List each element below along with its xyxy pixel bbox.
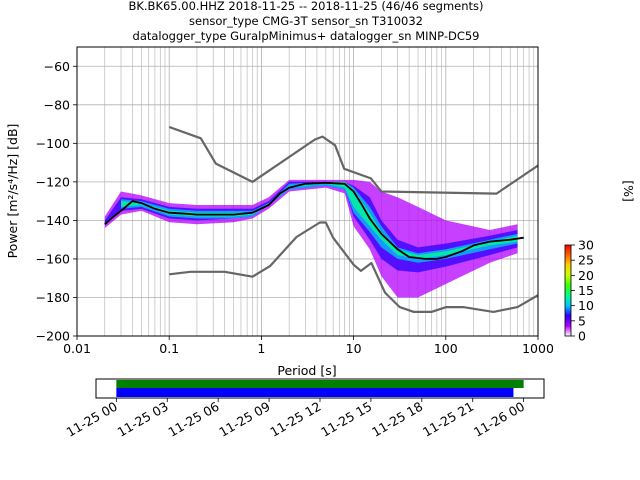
coverage-bar <box>116 380 524 388</box>
timeline-tick-label: 11-25 21 <box>420 399 476 440</box>
x-tick-label: 10 <box>346 341 362 356</box>
y-tick-label: −120 <box>36 174 70 189</box>
colorbar-tick-label: 0 <box>578 329 586 344</box>
colorbar-tick-label: 25 <box>578 253 594 268</box>
colorbar-tick-label: 20 <box>578 268 594 283</box>
timeline-tick-label: 11-25 06 <box>166 399 222 440</box>
noise-model-line <box>169 221 538 313</box>
ppsd-lines <box>104 125 538 313</box>
colorbar-gradient <box>564 244 572 337</box>
coverage-bar <box>116 388 514 397</box>
colorbar-tick-label: 15 <box>578 283 594 298</box>
timeline-tick-label: 11-25 18 <box>369 399 425 440</box>
ppsd-plot: 0.01 0.1 1 10 100 1000 −200 −180 −160 −140 −120 −1… <box>5 46 554 378</box>
x-tick-label: 100 <box>434 341 458 356</box>
y-axis-label: Power [m²/s⁴/Hz] [dB] <box>5 124 20 259</box>
timeline-tick-label: 11-25 12 <box>267 399 323 440</box>
colorbar-tick-label: 10 <box>578 298 594 313</box>
chart-title-line-3: datalogger_type GuralpMinimus+ datalogge… <box>133 29 480 43</box>
plot-frame <box>76 46 539 337</box>
y-tick-label: −140 <box>36 213 70 228</box>
y-tick-label: −60 <box>44 59 70 74</box>
x-axis-ticks: 0.01 0.1 1 10 100 1000 <box>63 336 554 356</box>
y-tick-label: −180 <box>36 290 70 305</box>
plot-area <box>77 47 538 336</box>
mean-psd-line <box>104 181 524 260</box>
y-tick-label: −80 <box>44 97 70 112</box>
timeline-tick-label: 11-25 03 <box>115 399 171 440</box>
x-tick-label: 1000 <box>522 341 554 356</box>
ppsd-heatmap <box>104 179 518 298</box>
y-axis-ticks: −200 −180 −160 −140 −120 −100 −80 −60 <box>36 59 77 344</box>
x-axis-label: Period [s] <box>277 363 336 378</box>
timeline-tick-label: 11-25 00 <box>64 399 120 440</box>
heatmap-band <box>104 181 518 273</box>
chart-title-line-2: sensor_type CMG-3T sensor_sn T310032 <box>189 14 423 28</box>
y-tick-label: −100 <box>36 136 70 151</box>
colorbar-label: [%] <box>621 180 636 202</box>
y-tick-label: −200 <box>36 329 70 344</box>
timeline-tick-label: 11-25 15 <box>318 399 374 440</box>
colorbar-tick-label: 5 <box>578 313 586 328</box>
noise-model-line <box>168 125 538 195</box>
timeline-tick-label: 11-25 09 <box>216 399 272 440</box>
x-tick-label: 0.1 <box>159 341 179 356</box>
colorbar-tick-label: 30 <box>578 238 594 253</box>
chart-title-line-1: BK.BK65.00.HHZ 2018-11-25 -- 2018-11-25 … <box>128 0 483 13</box>
x-tick-label: 1 <box>257 341 265 356</box>
y-tick-label: −160 <box>36 251 70 266</box>
timeline-bars <box>116 380 524 397</box>
timeline-tick-label: 11-26 00 <box>471 399 527 440</box>
x-tick-label: 0.01 <box>63 341 91 356</box>
